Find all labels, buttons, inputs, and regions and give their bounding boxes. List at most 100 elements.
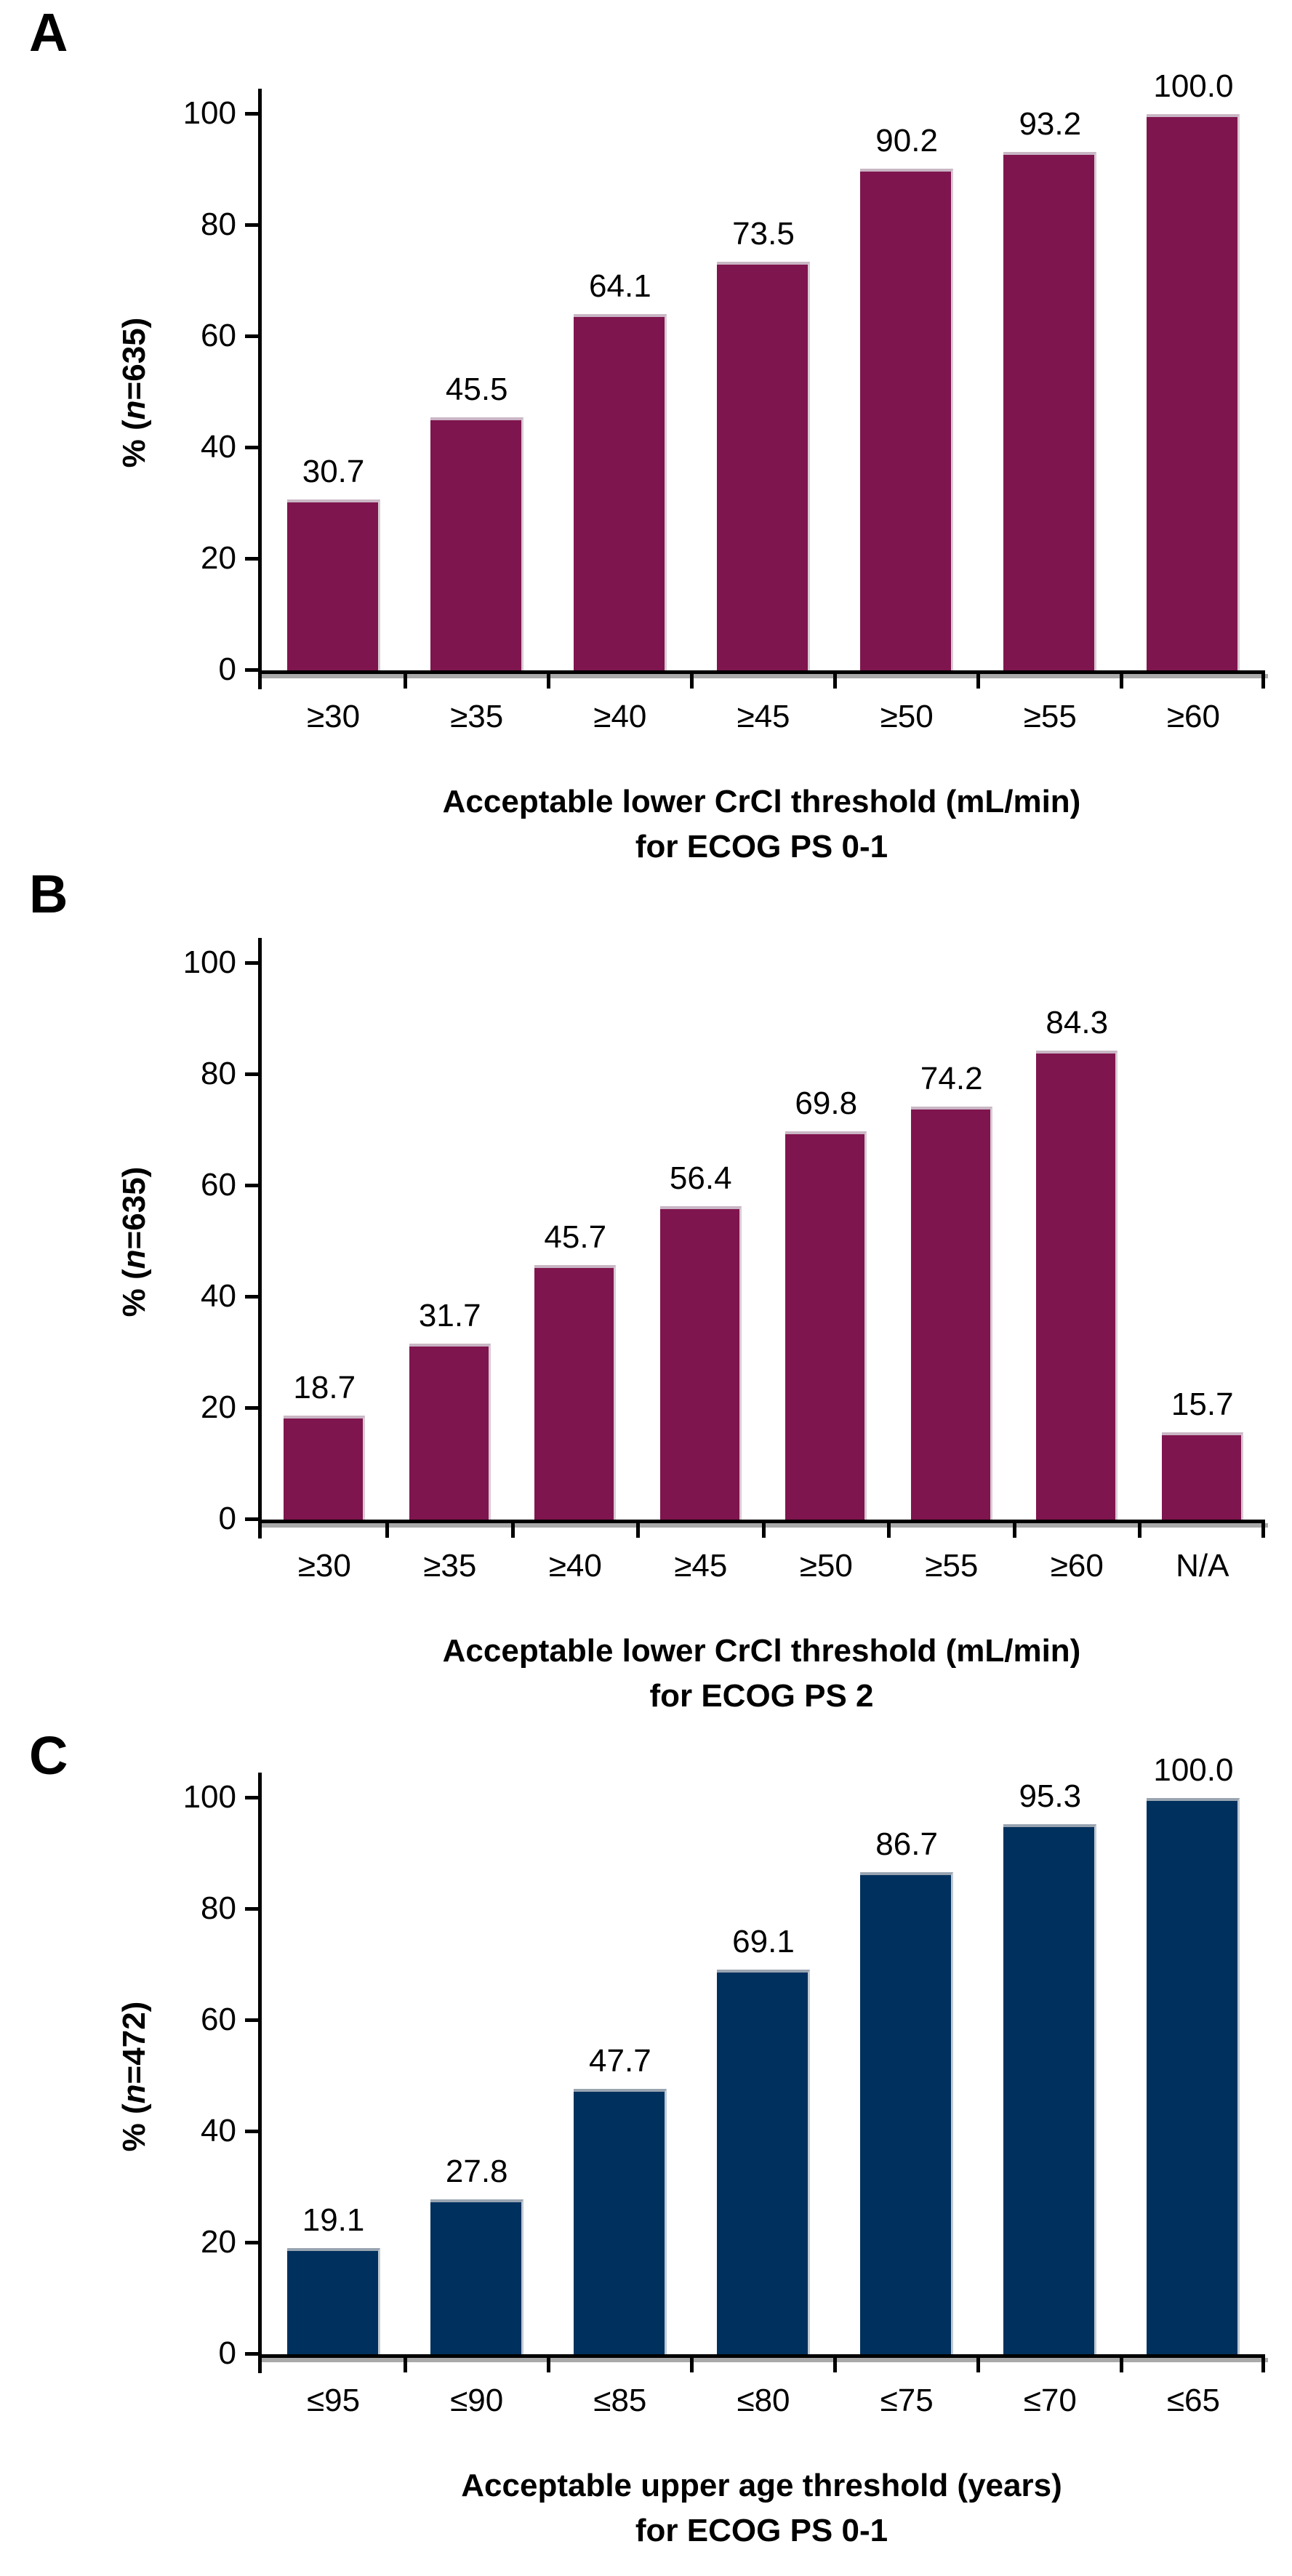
x-axis-title-line1: Acceptable upper age threshold (years) xyxy=(461,2468,1062,2503)
y-tick xyxy=(245,2018,258,2022)
bar-slot: 56.4 xyxy=(638,938,764,1520)
panel-a: A 0 20 40 60 80 100 30.7 45.5 64.1 73.5 90.2 93.2 10… xyxy=(0,0,1292,864)
y-axis-title-n: n xyxy=(116,1249,152,1269)
x-axis-title-line1: Acceptable lower CrCl threshold (mL/min) xyxy=(442,784,1081,819)
bar-value-label: 86.7 xyxy=(875,1826,938,1862)
bar-slot: 95.3 xyxy=(979,1773,1122,2354)
y-tick-label: 20 xyxy=(201,2224,236,2260)
x-tick xyxy=(887,1523,891,1538)
y-tick-label: 100 xyxy=(182,95,236,131)
bar-value-label: 74.2 xyxy=(920,1061,983,1097)
plot-area: 0 20 40 60 80 100 30.7 45.5 64.1 73.5 90.2 93.2 100.… xyxy=(183,71,1268,689)
bar-slot: 100.0 xyxy=(1122,1754,1265,2354)
x-category-labels: ≥30 ≥35 ≥40 ≥45 ≥50 ≥55 ≥60 xyxy=(262,699,1265,734)
bar xyxy=(430,417,523,670)
bar-value-label: 18.7 xyxy=(293,1369,356,1405)
bar-slot: 47.7 xyxy=(548,1773,691,2354)
x-tick xyxy=(689,2358,694,2372)
bar-slot: 27.8 xyxy=(405,1773,548,2354)
bar xyxy=(1036,1051,1118,1520)
x-axis-title-line1: Acceptable lower CrCl threshold (mL/min) xyxy=(442,1633,1081,1669)
bar-value-label: 27.8 xyxy=(445,2154,508,2190)
y-tick xyxy=(245,1406,258,1410)
bar-value-label: 45.5 xyxy=(445,371,508,407)
x-tick xyxy=(258,674,262,689)
bar-slot: 45.7 xyxy=(513,938,638,1520)
x-tick xyxy=(833,674,838,689)
y-tick xyxy=(245,2241,258,2244)
bar-value-label: 69.1 xyxy=(732,1924,795,1960)
bar xyxy=(573,313,667,670)
bar-slot: 19.1 xyxy=(262,1773,405,2354)
bar xyxy=(1003,152,1097,670)
plot-area: 0 20 40 60 80 100 19.1 27.8 47.7 69.1 86.7 95.3 100.… xyxy=(183,1754,1268,2373)
y-tick-label: 100 xyxy=(182,944,236,980)
y-axis-title-n: n xyxy=(116,400,152,420)
bar xyxy=(659,1205,742,1520)
x-axis-title-line2: for ECOG PS 0-1 xyxy=(635,2513,888,2548)
bar xyxy=(785,1131,867,1520)
x-tick xyxy=(636,1523,640,1538)
y-tick-label: 80 xyxy=(201,206,236,242)
y-axis-line xyxy=(258,89,262,689)
x-tick xyxy=(258,2358,262,2372)
x-tick xyxy=(761,1523,766,1538)
panel-c: C 0 20 40 60 80 100 19.1 27.8 47.7 69.1 86.7 95.3 10… xyxy=(0,1723,1292,2576)
y-tick-label: 40 xyxy=(201,2113,236,2148)
x-axis-line xyxy=(258,2354,1265,2358)
y-tick xyxy=(245,2352,258,2356)
y-tick-label: 100 xyxy=(182,1779,236,1815)
y-tick xyxy=(245,668,258,672)
bar-value-label: 90.2 xyxy=(875,122,938,159)
y-axis-title: % (n=635) xyxy=(112,102,157,683)
x-tick xyxy=(385,1523,389,1538)
x-axis-title-line2: for ECOG PS 2 xyxy=(649,1678,874,1714)
bar xyxy=(860,1871,954,2354)
bar-value-label: 47.7 xyxy=(589,2043,651,2079)
bars-row: 30.7 45.5 64.1 73.5 90.2 93.2 100.0 xyxy=(262,71,1265,670)
x-category-label: ≥55 xyxy=(925,1548,979,1584)
bars-row: 19.1 27.8 47.7 69.1 86.7 95.3 100.0 xyxy=(262,1754,1265,2354)
x-tick xyxy=(1138,1523,1141,1538)
x-tick xyxy=(976,674,981,689)
bar-slot: 86.7 xyxy=(835,1773,979,2354)
x-tick xyxy=(1261,1523,1265,1538)
x-category-label: ≥50 xyxy=(880,699,934,734)
x-tick xyxy=(1120,2358,1124,2372)
bar-value-label: 64.1 xyxy=(589,268,651,304)
x-category-label: ≤80 xyxy=(737,2383,790,2418)
x-tick xyxy=(403,674,407,689)
y-tick xyxy=(245,1184,258,1187)
y-tick xyxy=(245,1072,258,1076)
x-category-label: N/A xyxy=(1176,1548,1229,1584)
bar xyxy=(286,2247,380,2354)
y-tick xyxy=(245,112,258,116)
y-tick-label: 60 xyxy=(201,318,236,353)
x-tick xyxy=(976,2358,981,2372)
x-tick xyxy=(510,1523,515,1538)
x-axis-title: Acceptable lower CrCl threshold (mL/min)… xyxy=(258,779,1265,870)
y-axis-title-n: n xyxy=(116,2084,152,2104)
x-tick xyxy=(1261,674,1265,689)
bar xyxy=(534,1265,617,1520)
y-axis-title: % (n=472) xyxy=(112,1786,157,2367)
y-axis-title-suffix: =635) xyxy=(116,1166,152,1250)
y-tick-label: 20 xyxy=(201,1389,236,1425)
bar-value-label: 19.1 xyxy=(302,2202,365,2238)
y-tick xyxy=(245,334,258,338)
y-tick-label: 0 xyxy=(218,2335,236,2371)
bar xyxy=(716,261,811,670)
bar-value-label: 73.5 xyxy=(732,215,795,252)
bars-row: 18.7 31.7 45.7 56.4 69.8 74.2 84.3 15.7 xyxy=(262,938,1265,1520)
x-tick xyxy=(546,674,550,689)
bar-slot: 45.5 xyxy=(405,89,548,670)
x-tick xyxy=(1012,1523,1016,1538)
y-axis-title-suffix: =635) xyxy=(116,317,152,401)
y-tick-label: 20 xyxy=(201,540,236,576)
panel-b: B 0 20 40 60 80 100 18.7 31.7 45.7 56.4 69.8 74.2 84… xyxy=(0,862,1292,1723)
y-tick xyxy=(245,961,258,965)
y-tick-label: 0 xyxy=(218,1501,236,1536)
bar xyxy=(860,168,954,670)
x-axis-line xyxy=(258,670,1265,674)
bar-value-label: 45.7 xyxy=(544,1219,607,1256)
